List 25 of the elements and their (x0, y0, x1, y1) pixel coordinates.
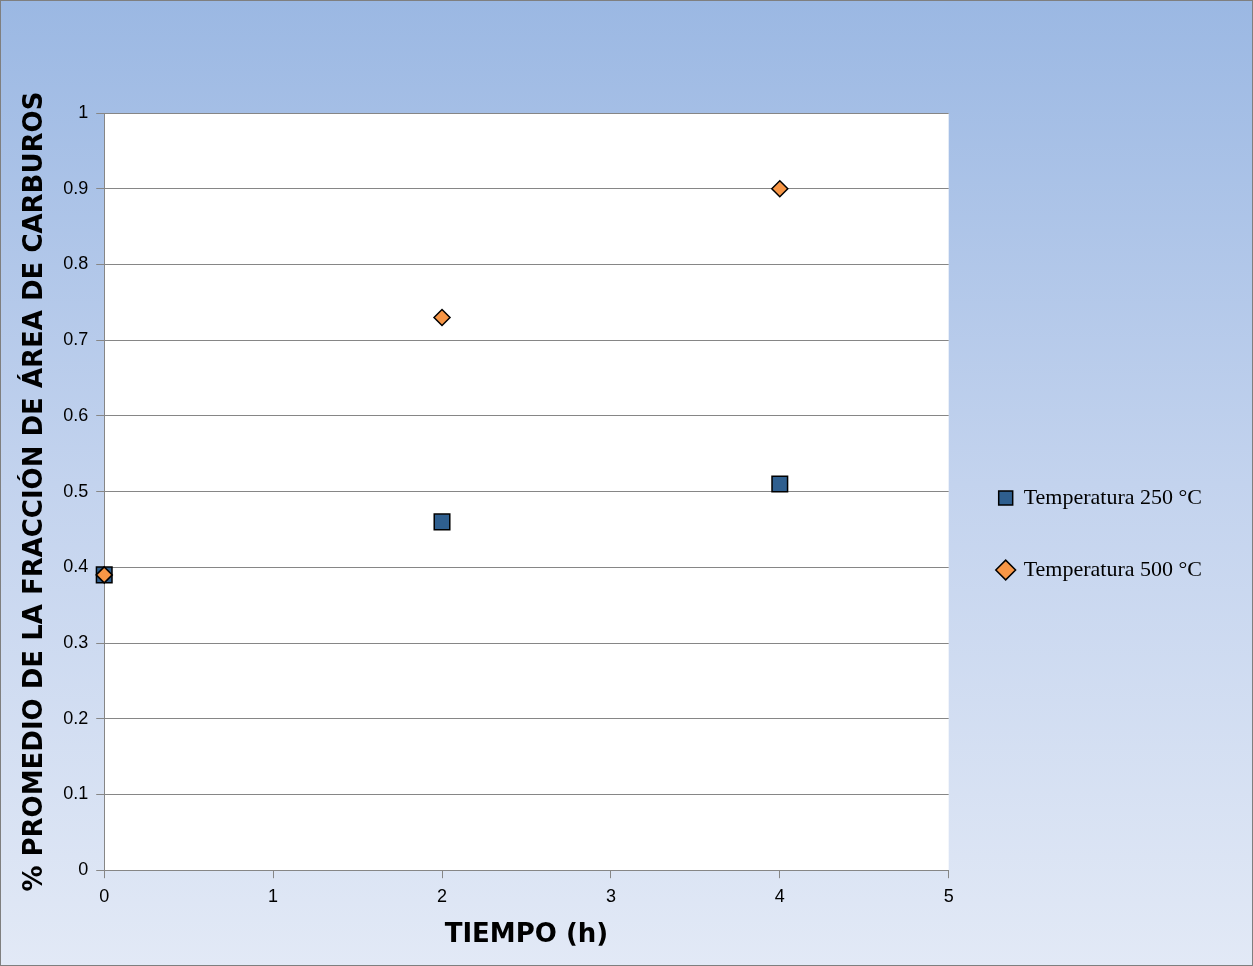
y-tick-label: 0.2 (63, 707, 89, 728)
x-tick-label: 5 (943, 885, 954, 906)
y-tick-label: 1 (78, 101, 89, 122)
point (771, 475, 789, 493)
y-tick-label: 0.3 (63, 632, 89, 653)
x-tick-label: 3 (605, 885, 616, 906)
point (433, 513, 451, 531)
point (771, 179, 789, 198)
x-tick-label: 0 (99, 885, 110, 906)
y-tick-label: 0 (78, 859, 89, 880)
y-tick-label: 0.7 (63, 329, 89, 350)
y-tick-label: 0.1 (63, 783, 89, 804)
y-tick-label: 0.9 (63, 177, 89, 198)
y-tick-label: 0.4 (63, 556, 89, 577)
x-tick-label: 2 (437, 885, 448, 906)
y-tick-label: 0.5 (63, 480, 89, 501)
legend-label: Temperatura 250 °C (1023, 483, 1202, 509)
x-tick-label: 4 (774, 885, 785, 906)
x-tick-label: 1 (268, 885, 279, 906)
y-tick-label: 0.6 (63, 404, 89, 425)
y-tick-label: 0.8 (63, 253, 89, 274)
point (433, 308, 451, 327)
legend-label: Temperatura 500 °C (1023, 555, 1202, 581)
x-axis-title: TIEMPO (h) (444, 918, 609, 949)
y-axis-title: % PROMEDIO DE LA FRACCIÓN DE ÁREA DE CARBUROS (17, 91, 49, 892)
